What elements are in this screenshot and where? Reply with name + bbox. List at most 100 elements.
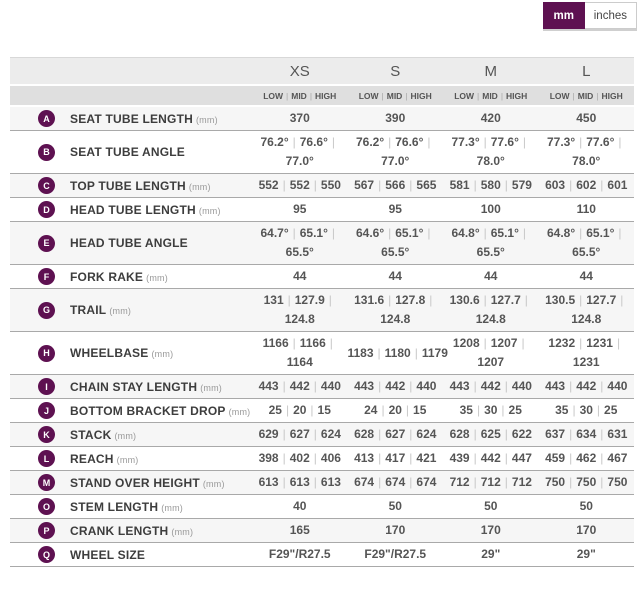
flip-header: LOW | MID | HIGH bbox=[348, 91, 444, 101]
value-line: 628 | 627 | 624 bbox=[348, 425, 444, 444]
value-separator: | bbox=[483, 293, 487, 307]
value: 1207 bbox=[477, 355, 505, 369]
value: 625 bbox=[480, 427, 501, 441]
value-cell: 603 | 602 | 601 bbox=[539, 176, 635, 195]
value: 25 bbox=[604, 403, 618, 417]
value-cell: 64.7° | 65.1° | 65.5° bbox=[252, 224, 348, 262]
value-cell: 459 | 462 | 467 bbox=[539, 449, 635, 468]
value: 131.6 bbox=[354, 293, 385, 307]
value-separator: | bbox=[473, 475, 477, 489]
table-row: A SEAT TUBE LENGTH (mm) 370 390 420 450 bbox=[10, 107, 634, 131]
value-cell: 35 | 30 | 25 bbox=[539, 401, 635, 420]
value: 565 bbox=[416, 178, 437, 192]
value-line: 50 bbox=[443, 497, 539, 516]
value: 628 bbox=[354, 427, 375, 441]
value: 440 bbox=[416, 379, 437, 393]
value-separator: | bbox=[476, 403, 481, 417]
value-separator: | bbox=[282, 451, 286, 465]
row-label-cell: P CRANK LENGTH (mm) bbox=[10, 522, 252, 539]
value: 170 bbox=[576, 523, 597, 537]
value-separator: | bbox=[388, 226, 392, 240]
row-unit: (mm) bbox=[116, 454, 139, 465]
row-letter-badge: F bbox=[38, 268, 55, 285]
value-line: 131 | 127.9 | bbox=[252, 291, 348, 310]
value-line: 124.8 bbox=[443, 310, 539, 329]
row-label: STEM LENGTH (mm) bbox=[70, 499, 183, 514]
value: 65.5° bbox=[572, 245, 601, 259]
value: 65.1° bbox=[395, 226, 424, 240]
row-label: STAND OVER HEIGHT (mm) bbox=[70, 475, 225, 490]
table-row: M STAND OVER HEIGHT (mm) 613 | 613 | 613 674 | 674… bbox=[10, 471, 634, 495]
value: 442 bbox=[576, 379, 597, 393]
value-separator: | bbox=[616, 336, 621, 350]
row-label-cell: G TRAIL (mm) bbox=[10, 301, 252, 319]
value-line: 64.6° | 65.1° | bbox=[348, 224, 444, 243]
value-separator: | bbox=[282, 178, 286, 192]
value-separator: | bbox=[378, 451, 382, 465]
row-unit: (mm) bbox=[188, 181, 211, 192]
value-line: 712 | 712 | 712 bbox=[443, 473, 539, 492]
value-cell: 1208 | 1207 | 1207 bbox=[443, 334, 539, 372]
value-separator: | bbox=[377, 345, 381, 360]
value: 50 bbox=[484, 499, 498, 513]
value-separator: | bbox=[378, 178, 382, 192]
value: 390 bbox=[385, 111, 406, 125]
value-line: 439 | 442 | 447 bbox=[443, 449, 539, 468]
value-separator: | bbox=[378, 379, 382, 393]
value-line: 50 bbox=[348, 497, 444, 516]
row-label-cell: J BOTTOM BRACKET DROP (mm) bbox=[10, 402, 252, 419]
value-cell: 637 | 634 | 631 bbox=[539, 425, 635, 444]
value: 130.5 bbox=[545, 293, 576, 307]
value: 44 bbox=[388, 269, 402, 283]
flip-label-low: LOW bbox=[454, 90, 475, 101]
value-line: 1166 | 1166 | bbox=[252, 334, 348, 353]
value: 44 bbox=[579, 269, 593, 283]
inches-button[interactable]: inches bbox=[584, 2, 637, 29]
row-label: TRAIL (mm) bbox=[70, 303, 132, 317]
value-line: 398 | 402 | 406 bbox=[252, 449, 348, 468]
value-cell: 44 bbox=[348, 267, 444, 286]
value-line: 1207 bbox=[443, 353, 539, 372]
row-unit: (mm) bbox=[198, 205, 221, 216]
row-letter-badge: G bbox=[38, 301, 55, 319]
value: 124.8 bbox=[284, 312, 315, 326]
mm-button[interactable]: mm bbox=[542, 2, 585, 29]
value: 462 bbox=[576, 451, 597, 465]
row-label: FORK RAKE (mm) bbox=[70, 269, 168, 284]
value: 15 bbox=[413, 403, 427, 417]
row-unit: (mm) bbox=[151, 349, 174, 359]
value: 76.2° bbox=[355, 135, 385, 149]
value-separator: | bbox=[618, 135, 622, 149]
row-letter-badge: B bbox=[38, 143, 55, 161]
value: 65.5° bbox=[476, 245, 505, 259]
value-line: 443 | 442 | 440 bbox=[348, 377, 444, 396]
value-separator: | bbox=[473, 451, 477, 465]
row-letter-badge: K bbox=[38, 426, 55, 443]
value: 131 bbox=[263, 293, 284, 307]
row-letter-badge: J bbox=[38, 402, 55, 419]
value-separator: | bbox=[600, 379, 604, 393]
value-separator: | bbox=[620, 293, 624, 307]
value-line: 124.8 bbox=[348, 310, 444, 329]
row-label-cell: D HEAD TUBE LENGTH (mm) bbox=[10, 201, 252, 218]
row-label: HEAD TUBE ANGLE bbox=[70, 236, 188, 250]
value-line: 1164 bbox=[252, 353, 348, 372]
value-separator: | bbox=[596, 403, 601, 417]
value: 130.6 bbox=[449, 293, 480, 307]
value: 442 bbox=[385, 379, 406, 393]
value: 40 bbox=[293, 499, 307, 513]
value: 20 bbox=[293, 403, 307, 417]
value-line: 1231 bbox=[539, 353, 635, 372]
value: 24 bbox=[364, 403, 378, 417]
value: 44 bbox=[293, 269, 307, 283]
value: 1179 bbox=[421, 345, 448, 360]
value-cell: 95 bbox=[252, 200, 348, 219]
value-line: 44 bbox=[539, 267, 635, 286]
value-separator: | bbox=[292, 135, 296, 149]
value-separator: | bbox=[569, 451, 573, 465]
flip-separator: | bbox=[286, 90, 289, 101]
value: 20 bbox=[388, 403, 402, 417]
value: 631 bbox=[607, 427, 628, 441]
value-line: 35 | 30 | 25 bbox=[443, 401, 539, 420]
flip-label-mid: MID bbox=[482, 90, 498, 101]
